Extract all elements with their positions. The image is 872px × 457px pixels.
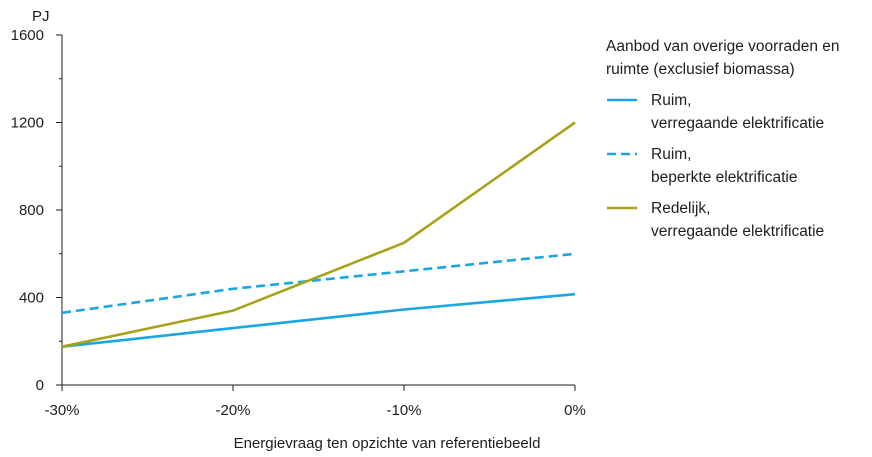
y-tick-label: 400 (19, 290, 44, 307)
legend-label-3: verregaande elektrificatie (651, 223, 824, 240)
legend-label-2: Ruim, (651, 146, 691, 163)
y-tick-label: 0 (36, 377, 44, 394)
legend-label-1: Ruim, (651, 92, 691, 109)
y-tick-label: 1200 (11, 115, 44, 132)
x-axis-title: Energievraag ten opzichte van referentie… (234, 435, 541, 452)
axes: 0 400 800 1200 1600 -30% -20% -10% 0% (11, 27, 586, 419)
legend-title-line-2: ruimte (exclusief biomassa) (606, 61, 795, 78)
x-tick-label: 0% (564, 402, 586, 419)
series-line-2 (61, 252, 576, 315)
axis-labels: PJ Energievraag ten opzichte van referen… (32, 8, 540, 452)
y-tick-label: 800 (19, 202, 44, 219)
y-axis-title: PJ (32, 8, 50, 25)
series-line-3 (61, 121, 576, 348)
legend-title-line-1: Aanbod van overige voorraden en (606, 38, 840, 55)
legend-label-1: verregaande elektrificatie (651, 115, 824, 132)
x-tick-label: -10% (386, 402, 421, 419)
legend-label-3: Redelijk, (651, 200, 710, 217)
series-line-1 (61, 292, 576, 348)
series-lines (61, 121, 576, 348)
x-tick-label: -30% (44, 402, 79, 419)
y-tick-label: 1600 (11, 27, 44, 44)
x-tick-label: -20% (215, 402, 250, 419)
legend-label-2: beperkte elektrificatie (651, 169, 797, 186)
legend: Aanbod van overige voorraden en ruimte (… (606, 38, 840, 240)
